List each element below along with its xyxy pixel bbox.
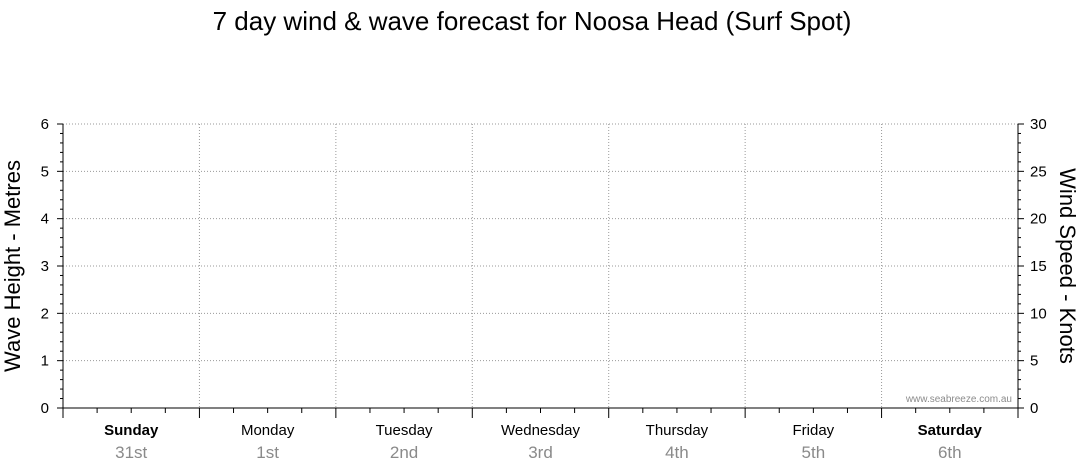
day-name-label: Saturday [918,422,983,439]
left-tick-label: 1 [41,353,49,370]
day-name-label: Tuesday [376,422,433,439]
day-date-label: 6th [938,443,962,462]
right-axis-title: Wind Speed - Knots [1055,168,1080,364]
day-name-label: Monday [241,422,295,439]
right-tick-label: 5 [1030,353,1038,370]
day-date-label: 1st [256,443,279,462]
left-axis-title: Wave Height - Metres [0,160,25,372]
right-tick-label: 10 [1030,305,1047,322]
day-date-label: 31st [115,443,147,462]
day-name-label: Sunday [104,422,159,439]
day-name-label: Friday [793,422,835,439]
right-tick-label: 30 [1030,116,1047,133]
right-tick-label: 0 [1030,400,1038,417]
day-date-label: 5th [802,443,826,462]
right-axis-ticks: 0 5 10 15 20 25 30 [1030,116,1047,417]
left-tick-label: 6 [41,116,49,133]
left-tick-label: 0 [41,400,49,417]
left-tick-label: 3 [41,258,49,275]
day-date-label: 3rd [528,443,553,462]
left-axis-ticks: 0 1 2 3 4 5 6 [41,116,49,417]
grid-lines [63,123,1018,408]
day-labels: Sunday 31st Monday 1st Tuesday 2nd Wednesday 3r… [104,422,982,462]
day-date-label: 4th [665,443,689,462]
day-name-label: Wednesday [501,422,580,439]
right-tick-label: 25 [1030,163,1047,180]
left-tick-label: 4 [41,211,49,228]
right-tick-label: 20 [1030,211,1047,228]
left-tick-label: 5 [41,163,49,180]
left-tick-label: 2 [41,305,49,322]
axes [57,123,1024,418]
day-name-label: Thursday [646,422,709,439]
day-date-label: 2nd [390,443,418,462]
watermark: www.seabreeze.com.au [905,394,1012,405]
chart-title: 7 day wind & wave forecast for Noosa Hea… [213,6,852,36]
right-tick-label: 15 [1030,258,1047,275]
